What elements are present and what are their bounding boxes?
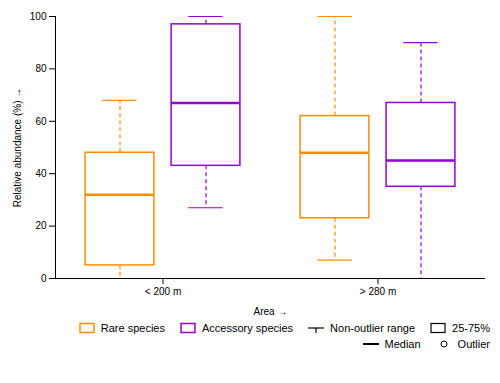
svg-text:40: 40 bbox=[35, 168, 47, 179]
html-text:Rare species: Rare species bbox=[100, 322, 165, 334]
html-text:Accessory species: Accessory species bbox=[202, 322, 294, 334]
svg-text:20: 20 bbox=[35, 220, 47, 231]
svg-text:Area →: Area → bbox=[254, 306, 288, 317]
html-text:Outlier: Outlier bbox=[457, 338, 490, 350]
html-text:Median: Median bbox=[384, 338, 421, 350]
svg-text:60: 60 bbox=[35, 116, 47, 127]
svg-text:100: 100 bbox=[30, 11, 47, 22]
html-text:25-75%: 25-75% bbox=[452, 322, 490, 334]
svg-text:80: 80 bbox=[35, 63, 47, 74]
svg-text:< 200 m: < 200 m bbox=[145, 286, 181, 297]
svg-text:0: 0 bbox=[41, 273, 47, 284]
svg-text:> 280 m: > 280 m bbox=[360, 286, 396, 297]
svg-text:Relative abundance (%) →: Relative abundance (%) → bbox=[12, 88, 23, 208]
html-text:Non-outlier range: Non-outlier range bbox=[330, 322, 416, 334]
